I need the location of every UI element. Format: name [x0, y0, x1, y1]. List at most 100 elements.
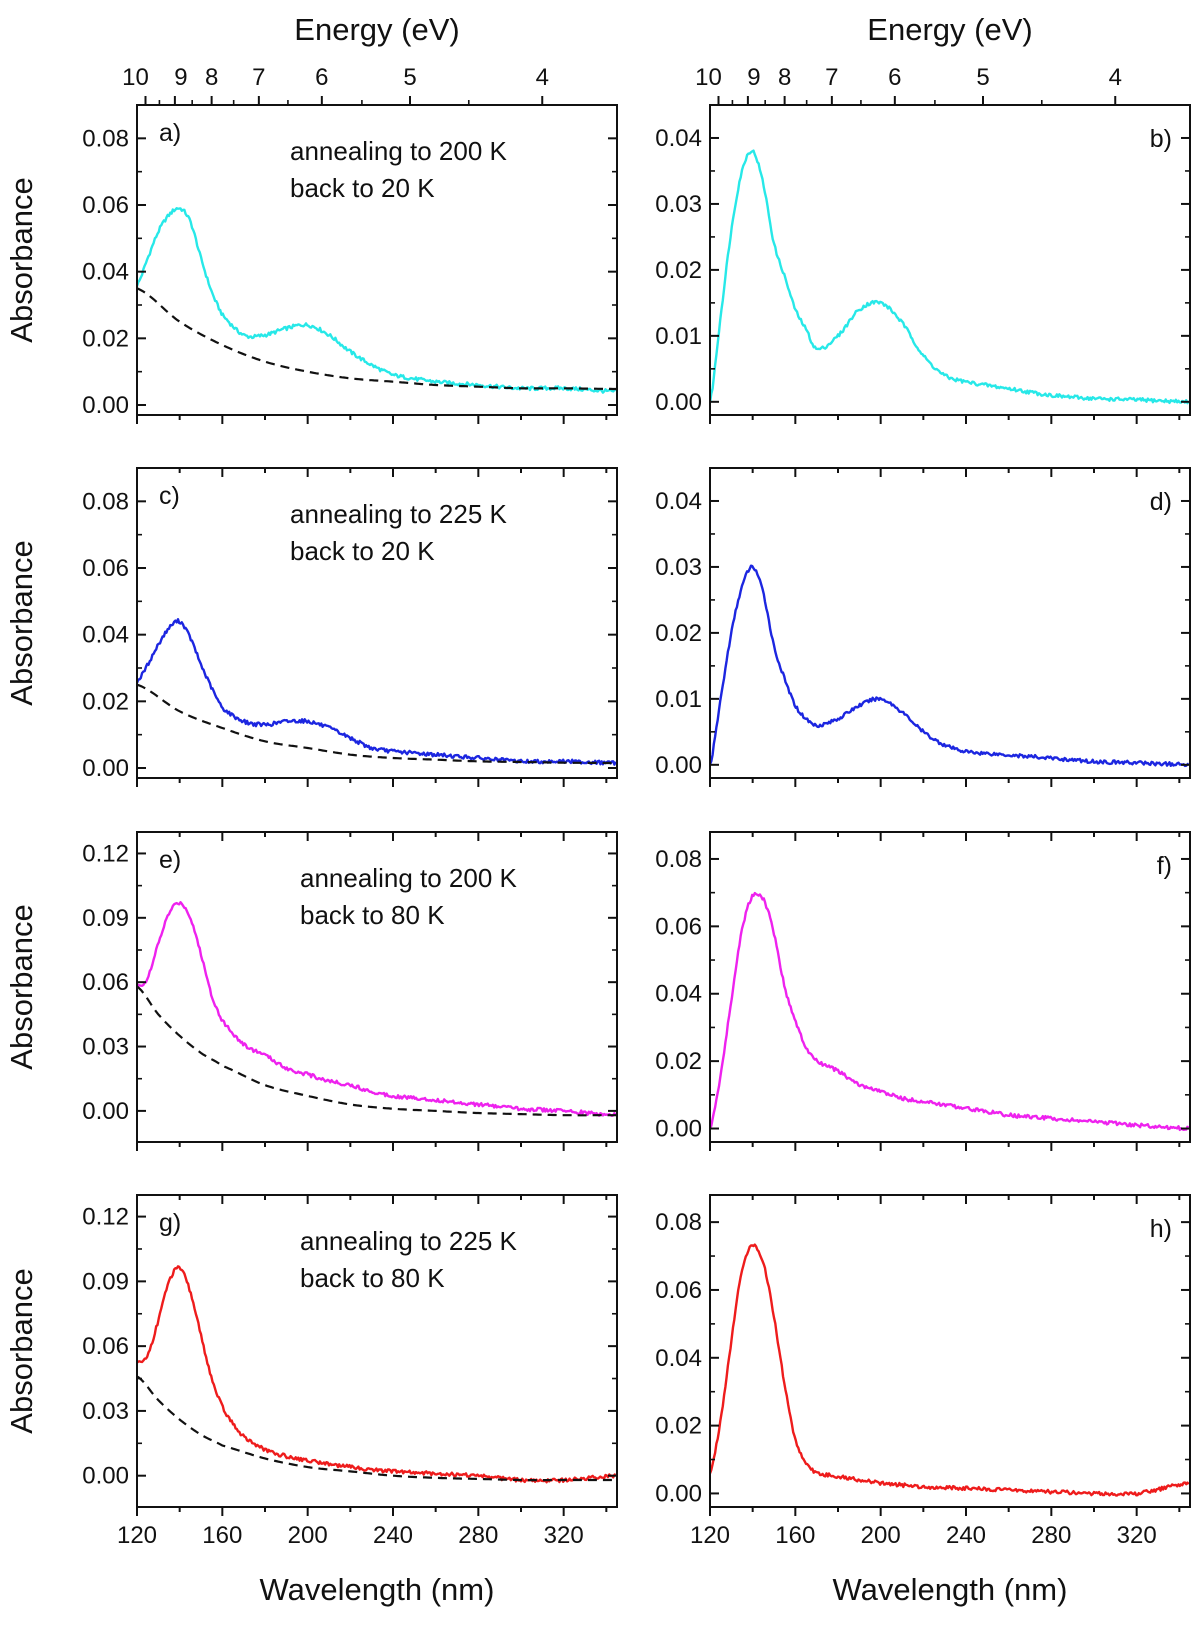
energy-tick-label: 5 [403, 64, 416, 91]
annotation-line: annealing to 200 K [300, 863, 518, 893]
energy-tick-label: 6 [888, 64, 901, 91]
y-tick-label: 0.09 [82, 905, 129, 932]
difference-curve [710, 564, 1190, 768]
y-tick-label: 0.08 [655, 846, 702, 873]
plot-frame [136, 831, 618, 1143]
y-tick-label: 0.04 [82, 622, 129, 649]
energy-tick-label: 6 [315, 64, 328, 91]
panel-label: a) [159, 119, 181, 147]
plot-area [137, 207, 617, 394]
energy-axis-title: Energy (eV) [867, 12, 1032, 47]
plot-frame [709, 1194, 1191, 1508]
y-tick-label: 0.01 [655, 686, 702, 713]
plot-frame [136, 1194, 618, 1508]
annotation-line: back to 80 K [300, 900, 445, 930]
panel-f: 0.00 0.02 0.04 0.06 0.08 f) [655, 831, 1191, 1151]
plot-area [710, 564, 1190, 768]
x-tick-label: 240 [946, 1522, 986, 1549]
energy-tick-label: 5 [976, 64, 989, 91]
y-tick-label: 0.06 [655, 913, 702, 940]
plot-frame [136, 104, 618, 416]
panel-e: 0.00 0.03 0.06 0.09 0.12 e) annealing to 200 K… [4, 831, 618, 1151]
annotation-line: back to 80 K [300, 1263, 445, 1293]
difference-curve [710, 149, 1190, 405]
energy-tick-label: 4 [1109, 64, 1122, 91]
plot-frame [136, 467, 618, 779]
y-tick-label: 0.00 [655, 1480, 702, 1507]
panel-label: g) [159, 1209, 181, 1237]
y-tick-label: 0.04 [82, 259, 129, 286]
difference-curve [710, 891, 1189, 1132]
x-tick-label: 160 [202, 1522, 242, 1549]
y-tick-label: 0.02 [655, 257, 702, 284]
annotation-line: annealing to 225 K [300, 1226, 518, 1256]
y-tick-label: 0.06 [82, 969, 129, 996]
background-fit-curve [137, 287, 617, 391]
y-tick-label: 0.03 [82, 1398, 129, 1425]
y-tick-label: 0.09 [82, 1268, 129, 1295]
plot-frame [709, 831, 1191, 1143]
y-tick-label: 0.04 [655, 488, 702, 515]
annotation-line: annealing to 200 K [290, 136, 508, 166]
energy-tick-label: 4 [536, 64, 549, 91]
panel-label: h) [1150, 1215, 1172, 1243]
plot-area [710, 891, 1189, 1132]
y-axis-title: Absorbance [4, 904, 39, 1069]
panel-a: 0.00 0.02 0.04 0.06 0.08 10 9 8 7 6 5 4 Energy (eV) a… [4, 12, 618, 424]
y-tick-label: 0.12 [82, 1204, 129, 1231]
plot-frame [709, 467, 1191, 779]
y-tick-label: 0.02 [655, 620, 702, 647]
panel-d: 0.00 0.01 0.02 0.03 0.04 d) [655, 467, 1191, 787]
y-tick-label: 0.08 [82, 488, 129, 515]
plot-area [137, 1265, 617, 1484]
energy-tick-label: 7 [825, 64, 838, 91]
spectrum-curve [137, 1265, 617, 1484]
x-tick-label: 120 [690, 1522, 730, 1549]
y-tick-label: 0.04 [655, 1345, 702, 1372]
x-tick-label: 240 [373, 1522, 413, 1549]
x-tick-label: 200 [861, 1522, 901, 1549]
y-tick-label: 0.02 [655, 1048, 702, 1075]
y-tick-label: 0.06 [82, 1333, 129, 1360]
spectrum-curve [137, 618, 617, 766]
y-tick-label: 0.00 [655, 1116, 702, 1143]
panel-label: f) [1157, 852, 1172, 880]
energy-tick-label: 9 [747, 64, 760, 91]
y-tick-label: 0.00 [82, 1098, 129, 1125]
y-tick-label: 0.12 [82, 840, 129, 867]
panel-c: 0.00 0.02 0.04 0.06 0.08 c) annealing to 225 K… [4, 467, 618, 787]
y-tick-label: 0.04 [655, 981, 702, 1008]
y-tick-label: 0.06 [82, 555, 129, 582]
x-tick-label: 120 [117, 1522, 157, 1549]
x-axis-title: Wavelength (nm) [833, 1572, 1068, 1607]
x-tick-label: 320 [544, 1522, 584, 1549]
y-tick-label: 0.03 [655, 191, 702, 218]
panel-label: b) [1150, 125, 1172, 153]
energy-tick-label: 10 [695, 64, 722, 91]
y-tick-label: 0.06 [82, 192, 129, 219]
y-tick-label: 0.00 [82, 1463, 129, 1490]
plot-area [137, 618, 617, 766]
difference-curve [710, 1243, 1190, 1497]
background-fit-curve [137, 1375, 617, 1482]
x-tick-label: 200 [288, 1522, 328, 1549]
y-tick-label: 0.04 [655, 125, 702, 152]
x-tick-label: 280 [458, 1522, 498, 1549]
y-tick-label: 0.02 [655, 1413, 702, 1440]
panel-h: 0.00 0.02 0.04 0.06 0.08 120 160 200 240 280 320 h)… [655, 1194, 1191, 1607]
y-tick-label: 0.02 [82, 688, 129, 715]
y-tick-label: 0.00 [655, 389, 702, 416]
y-tick-label: 0.08 [655, 1209, 702, 1236]
annotation-line: annealing to 225 K [290, 499, 508, 529]
spectrum-curve [137, 901, 617, 1117]
panel-label: d) [1150, 488, 1172, 516]
y-tick-label: 0.03 [655, 554, 702, 581]
y-tick-label: 0.01 [655, 323, 702, 350]
x-tick-label: 280 [1031, 1522, 1071, 1549]
energy-axis-title: Energy (eV) [294, 12, 459, 47]
y-tick-label: 0.02 [82, 325, 129, 352]
panel-g: 0.00 0.03 0.06 0.09 0.12 120 160 200 240 280 320 g)… [4, 1194, 618, 1607]
y-tick-label: 0.03 [82, 1034, 129, 1061]
